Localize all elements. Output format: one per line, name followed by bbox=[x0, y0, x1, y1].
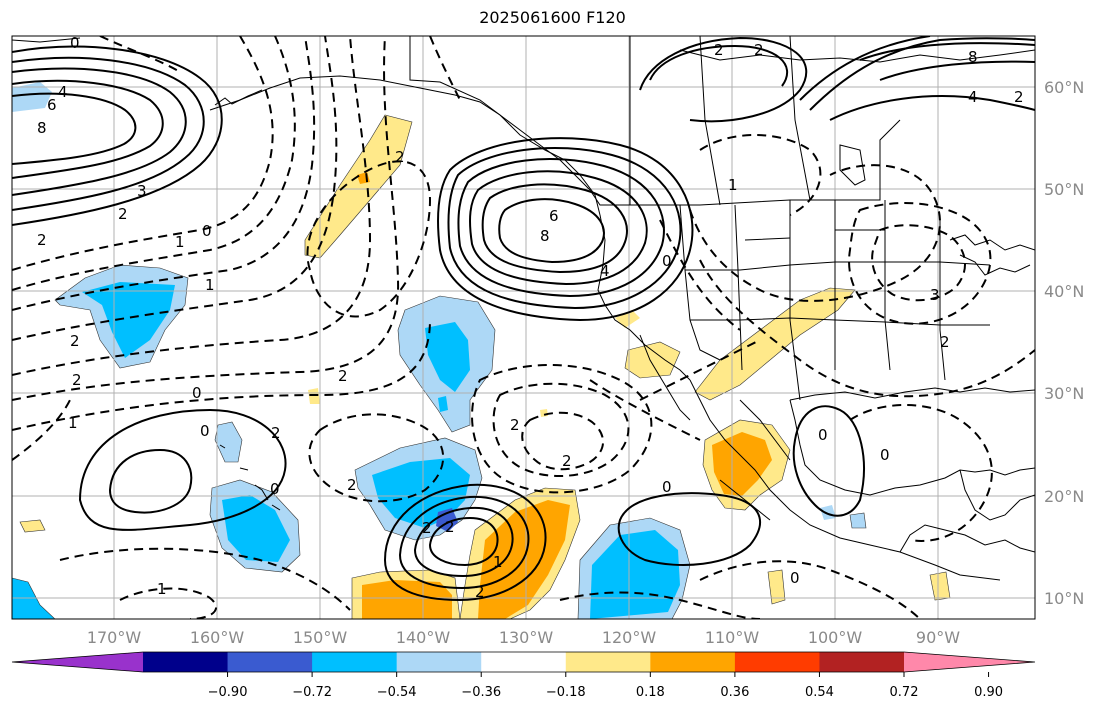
contour-label: 2 bbox=[475, 583, 485, 601]
contour-label: 0 bbox=[202, 222, 212, 240]
contour-label: 8 bbox=[540, 227, 550, 245]
lat-label: 40°N bbox=[1044, 282, 1084, 301]
contour-label: 3 bbox=[930, 286, 940, 304]
contour-label: 0 bbox=[818, 426, 828, 444]
colorbar-swatches bbox=[11, 651, 1036, 673]
colorbar-tick-label: −0.90 bbox=[208, 685, 248, 700]
contour-label: 2 bbox=[37, 231, 47, 249]
contour-labels: 0 4 6 8 3 2 2 1 0 1 2 2 0 1 2 2 0 2 1 6 bbox=[37, 34, 1024, 601]
lon-label: 100°W bbox=[808, 628, 863, 647]
longitude-labels: 170°W 160°W 150°W 140°W 130°W 120°W 110°… bbox=[87, 628, 960, 647]
contour-label: 0 bbox=[662, 478, 672, 496]
colorbar-tick-label: −0.54 bbox=[377, 685, 417, 700]
colorbar-tick-label: 0.54 bbox=[805, 685, 834, 700]
contour-label: 0 bbox=[270, 480, 280, 498]
colorbar-swatch bbox=[650, 652, 736, 672]
contour-label: 2 bbox=[445, 518, 455, 536]
contour-label: 2 bbox=[714, 41, 724, 59]
contour-label: 1 bbox=[157, 580, 167, 598]
contour-label: 3 bbox=[137, 182, 147, 200]
colorbar-swatch bbox=[734, 652, 820, 672]
contour-label: 2 bbox=[271, 424, 281, 442]
contour-label: 6 bbox=[47, 96, 57, 114]
lon-label: 170°W bbox=[87, 628, 142, 647]
contour-label: 2 bbox=[940, 333, 950, 351]
contour-label: 2 bbox=[338, 367, 348, 385]
colorbar-swatch bbox=[312, 652, 398, 672]
lon-label: 90°W bbox=[916, 628, 960, 647]
colorbar-ticks: −0.90 −0.72 −0.54 −0.36 −0.18 0.18 0.36 0.54 0.7… bbox=[208, 672, 1003, 700]
colorbar-tick-label: −0.18 bbox=[546, 685, 586, 700]
contour-label: 4 bbox=[58, 83, 68, 101]
map-panel: 0 4 6 8 3 2 2 1 0 1 2 2 0 1 2 2 0 2 1 6 bbox=[11, 34, 1036, 620]
positive-contours bbox=[12, 36, 1035, 602]
map-title: 2025061600 F120 bbox=[479, 8, 626, 27]
colorbar-swatch bbox=[396, 652, 482, 672]
contour-label: 1 bbox=[175, 233, 185, 251]
colorbar-swatch bbox=[143, 652, 229, 672]
lon-label: 110°W bbox=[705, 628, 760, 647]
contour-label: 0 bbox=[70, 34, 80, 52]
contour-label: 2 bbox=[754, 41, 764, 59]
colorbar-swatch bbox=[819, 652, 905, 672]
lon-label: 150°W bbox=[293, 628, 348, 647]
colorbar-tick-label: 0.36 bbox=[720, 685, 749, 700]
contour-label: 2 bbox=[118, 205, 128, 223]
colorbar-tick-label: 0.18 bbox=[636, 685, 665, 700]
colorbar-extend-high bbox=[904, 652, 1035, 672]
negative-contours bbox=[12, 36, 1035, 619]
contour-label: 0 bbox=[662, 252, 672, 270]
contour-label: 0 bbox=[790, 569, 800, 587]
contour-label: 2 bbox=[510, 416, 520, 434]
contour-label: 4 bbox=[600, 262, 610, 280]
coastlines bbox=[12, 36, 1035, 581]
contour-label: 2 bbox=[562, 452, 572, 470]
contour-label: 2 bbox=[70, 332, 80, 350]
contour-label: 1 bbox=[493, 553, 503, 571]
contour-label: 6 bbox=[549, 207, 559, 225]
contour-label: 4 bbox=[968, 88, 978, 106]
colorbar-swatch bbox=[227, 652, 313, 672]
colorbar-tick-label: 0.72 bbox=[890, 685, 919, 700]
contour-label: 2 bbox=[1014, 88, 1024, 106]
gridlines bbox=[12, 36, 1035, 619]
contour-label: 2 bbox=[347, 476, 357, 494]
colorbar-extend-low bbox=[12, 652, 143, 672]
lat-label: 30°N bbox=[1044, 384, 1084, 403]
lon-label: 140°W bbox=[396, 628, 451, 647]
lon-label: 130°W bbox=[499, 628, 554, 647]
lat-label: 60°N bbox=[1044, 78, 1084, 97]
lon-label: 120°W bbox=[602, 628, 657, 647]
contour-label: 0 bbox=[192, 384, 202, 402]
contour-label: 1 bbox=[728, 176, 738, 194]
colorbar-tick-label: 0.90 bbox=[974, 685, 1003, 700]
contour-label: 1 bbox=[68, 414, 78, 432]
colorbar-outline bbox=[11, 651, 1036, 673]
latitude-labels: 60°N 50°N 40°N 30°N 20°N 10°N bbox=[1044, 78, 1084, 608]
colorbar-tick-label: −0.72 bbox=[292, 685, 332, 700]
colorbar-swatch bbox=[481, 652, 567, 672]
contour-label: 8 bbox=[37, 119, 47, 137]
lon-label: 160°W bbox=[190, 628, 245, 647]
lat-label: 50°N bbox=[1044, 180, 1084, 199]
contour-label: 2 bbox=[72, 371, 82, 389]
contour-label: 2 bbox=[422, 519, 432, 537]
contour-label: 8 bbox=[968, 48, 978, 66]
contour-label: 2 bbox=[395, 148, 405, 166]
contour-label: 0 bbox=[200, 422, 210, 440]
colorbar-tick-label: −0.36 bbox=[461, 685, 501, 700]
lat-label: 10°N bbox=[1044, 589, 1084, 608]
contour-label: 0 bbox=[880, 446, 890, 464]
colorbar: −0.90 −0.72 −0.54 −0.36 −0.18 0.18 0.36 0.54 0.7… bbox=[11, 651, 1036, 700]
contour-label: 1 bbox=[205, 276, 215, 294]
lat-label: 20°N bbox=[1044, 487, 1084, 506]
colorbar-swatch bbox=[565, 652, 651, 672]
